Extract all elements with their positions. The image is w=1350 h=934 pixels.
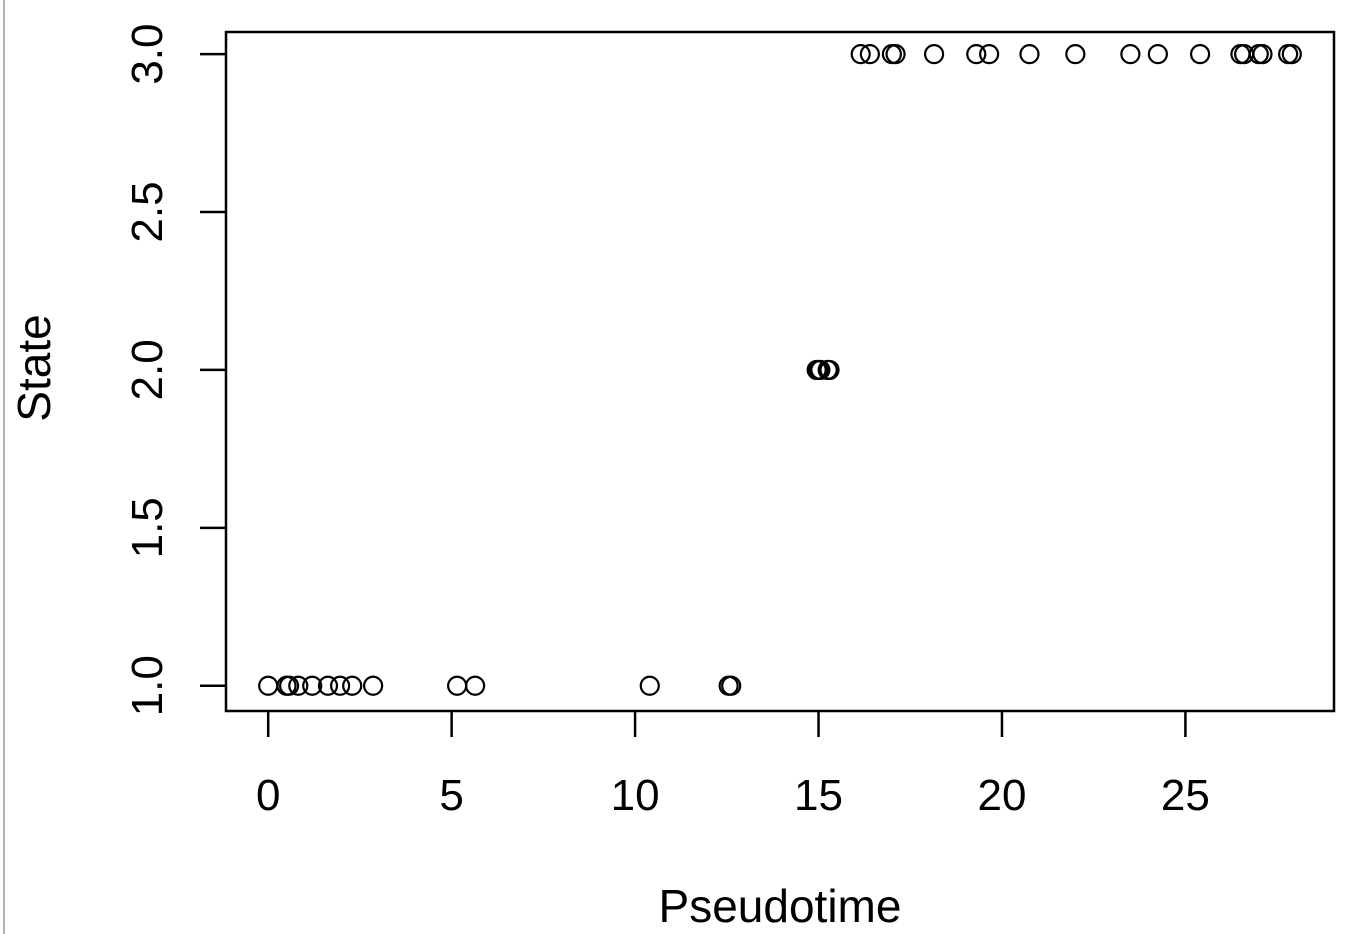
data-point xyxy=(363,675,384,696)
plot-box xyxy=(224,30,1336,713)
data-point xyxy=(258,675,279,696)
y-axis-title: State xyxy=(8,314,60,421)
data-point xyxy=(979,44,1000,65)
screenshot-left-edge xyxy=(3,0,5,934)
y-tick-label: 1.5 xyxy=(123,497,172,558)
data-point xyxy=(810,359,831,381)
y-tick-label: 2.0 xyxy=(123,339,172,400)
data-point xyxy=(465,675,486,696)
x-tick-label: 25 xyxy=(1161,771,1210,820)
data-point xyxy=(1147,44,1168,65)
data-point xyxy=(966,44,987,65)
x-tick-label: 5 xyxy=(439,771,463,820)
data-point xyxy=(302,675,323,696)
x-tick-label: 15 xyxy=(794,771,843,820)
data-point xyxy=(447,675,468,696)
data-point xyxy=(859,44,880,65)
data-point xyxy=(279,675,300,696)
data-point xyxy=(639,675,660,696)
x-tick-label: 0 xyxy=(256,771,280,820)
x-axis-title: Pseudotime xyxy=(659,880,902,932)
data-point xyxy=(1019,44,1040,65)
data-point xyxy=(1120,44,1141,65)
data-point xyxy=(330,675,351,696)
data-point xyxy=(721,675,742,696)
data-point xyxy=(317,675,339,696)
y-tick-label: 3.0 xyxy=(123,24,172,85)
data-point xyxy=(819,359,840,381)
x-tick-label: 10 xyxy=(611,771,660,820)
data-point xyxy=(1252,44,1273,65)
data-point xyxy=(1065,44,1086,65)
x-tick-label: 20 xyxy=(977,771,1026,820)
y-tick-label: 2.5 xyxy=(123,181,172,242)
y-tick-label: 1.0 xyxy=(123,655,172,716)
data-point xyxy=(288,675,309,696)
data-point xyxy=(885,44,906,65)
data-point xyxy=(923,44,945,65)
plot-generated-content: 0 5 10 15 20 25 1.0 1.5 2.0 2.5 3.0 xyxy=(123,24,1302,820)
data-point xyxy=(1281,44,1302,65)
data-point xyxy=(1189,44,1211,65)
data-point xyxy=(342,675,363,696)
data-point xyxy=(850,44,871,65)
